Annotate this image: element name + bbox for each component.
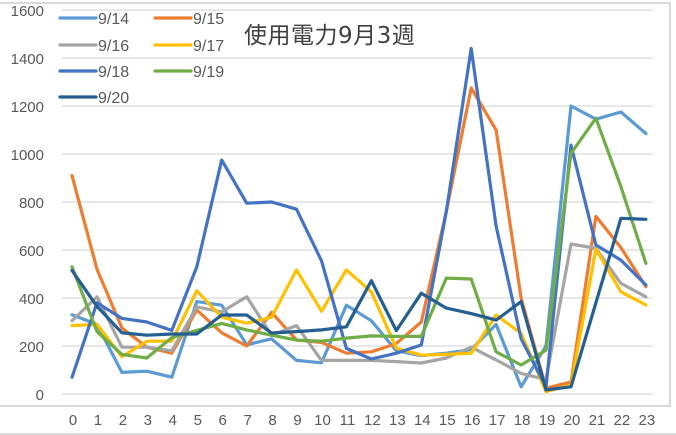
legend-item: 9/15 [153,11,224,28]
legend-label: 9/18 [98,64,129,81]
legend-label: 9/16 [98,38,129,55]
x-tick-label: 6 [219,412,227,429]
series-lines [70,46,648,394]
x-tick-label: 3 [144,412,152,429]
y-tick-label: 1000 [11,147,44,164]
series-line-9-18 [70,46,648,389]
x-tick-label: 2 [119,412,127,429]
x-tick-label: 19 [539,412,556,429]
legend-item: 9/16 [58,38,129,55]
y-axis-labels: 0 200 400 600 800 1000 1200 1400 1600 [11,3,44,404]
x-tick-label: 8 [268,412,276,429]
plot-area-border [0,2,671,407]
x-tick-label: 20 [564,412,581,429]
x-tick-label: 14 [414,412,431,429]
y-tick-label: 800 [19,195,44,212]
series-line-9-17 [70,247,648,394]
x-tick-label: 13 [389,412,406,429]
x-axis-labels: 0 1 2 3 4 5 6 7 8 9 10 11 12 13 14 15 16 17 18 19 20 21 22 23 [69,412,655,429]
series-line-9-19 [70,116,648,367]
legend-label: 9/20 [98,90,129,107]
x-tick-label: 7 [243,412,251,429]
x-tick-label: 16 [464,412,481,429]
x-tick-label: 1 [94,412,102,429]
legend-item: 9/14 [58,11,129,28]
y-tick-label: 1200 [11,99,44,116]
chart-title: 使用電力9月3週 [244,23,416,49]
x-tick-label: 5 [194,412,202,429]
y-tick-label: 200 [19,339,44,356]
x-tick-label: 23 [639,412,656,429]
x-tick-label: 17 [489,412,506,429]
x-tick-label: 0 [69,412,77,429]
legend: 9/14 9/15 9/16 9/17 9/18 9/19 9/20 [58,11,224,107]
legend-item: 9/18 [58,64,129,81]
y-tick-label: 0 [36,387,44,404]
legend-label: 9/14 [98,11,129,28]
y-tick-label: 1600 [11,3,44,20]
legend-label: 9/19 [193,64,224,81]
series-line-9-20 [70,216,648,392]
legend-item: 9/19 [153,64,224,81]
y-tick-label: 1400 [11,51,44,68]
y-tick-label: 400 [19,291,44,308]
legend-label: 9/17 [193,38,224,55]
x-tick-label: 10 [314,412,331,429]
x-tick-label: 15 [439,412,456,429]
x-tick-label: 12 [364,412,381,429]
x-tick-label: 4 [169,412,177,429]
legend-label: 9/15 [193,11,224,28]
legend-item: 9/17 [153,38,224,55]
x-tick-label: 22 [614,412,631,429]
x-tick-label: 11 [340,412,356,429]
chart-bottom-border [0,433,676,435]
x-tick-label: 18 [514,412,531,429]
x-tick-label: 21 [589,412,606,429]
x-tick-label: 9 [293,412,301,429]
legend-item: 9/20 [58,90,129,107]
y-tick-label: 600 [19,243,44,260]
